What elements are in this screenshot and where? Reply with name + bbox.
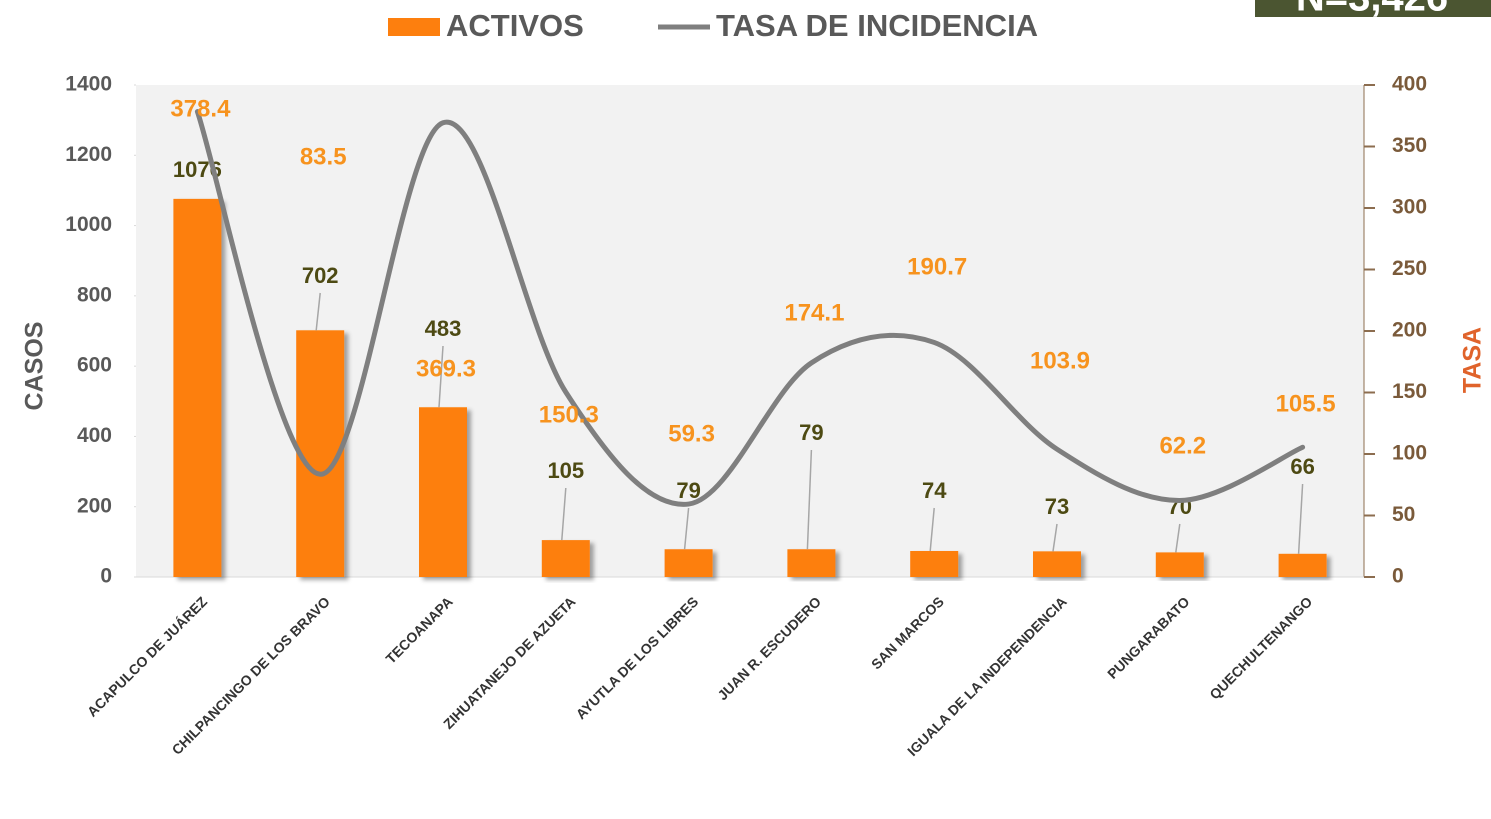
line-value-label: 190.7: [907, 253, 967, 280]
bar-value-label: 79: [676, 478, 700, 503]
line-value-label: 378.4: [170, 95, 231, 122]
line-value-label: 83.5: [300, 143, 347, 170]
y2-tick-label: 300: [1392, 196, 1427, 219]
bar: [910, 550, 959, 577]
y2-tick-label: 0: [1392, 565, 1404, 588]
bar: [1278, 553, 1327, 577]
y-tick-label: 800: [77, 283, 112, 306]
x-tick-label: PUNGARABATO: [1104, 593, 1193, 682]
y-tick-label: 1000: [65, 213, 112, 236]
x-tick-label: SAN MARCOS: [868, 593, 947, 672]
bar-value-label: 483: [425, 316, 462, 341]
bar-value-label: 79: [799, 420, 823, 445]
bar: [541, 540, 590, 577]
bar-value-label: 66: [1290, 454, 1314, 479]
y-tick-label: 1400: [65, 73, 112, 96]
y2-tick-label: 200: [1392, 319, 1427, 342]
rate-line: [194, 109, 1306, 507]
total-annotation: N=3,426: [1296, 0, 1448, 20]
leader-line: [315, 292, 321, 331]
line-value-label: 59.3: [668, 420, 715, 447]
leader-line: [929, 507, 935, 552]
leader-line: [683, 507, 690, 550]
bar-value-label: 702: [302, 263, 339, 288]
y-tick-label: 200: [77, 494, 112, 517]
leader-line: [1052, 523, 1058, 552]
bar-value-label: 73: [1045, 494, 1069, 519]
badge: [1255, 0, 1491, 17]
x-tick-label: QUECHULTENANGO: [1206, 593, 1315, 702]
line-value-label: 105.5: [1276, 390, 1336, 417]
leader-line: [561, 487, 567, 541]
y2-tick-label: 400: [1392, 73, 1427, 96]
line-value-label: 174.1: [784, 299, 844, 326]
x-tick-label: TECOANAPA: [382, 593, 455, 666]
legend-label: TASA DE INCIDENCIA: [716, 8, 1038, 43]
bar: [664, 549, 713, 577]
y2-tick-label: 150: [1392, 380, 1427, 403]
line-value-label: 369.3: [416, 355, 476, 382]
bar-value-label: 74: [922, 478, 947, 503]
leader-line: [806, 449, 813, 550]
y2-axis-title: TASA: [1459, 327, 1487, 393]
y-tick-label: 600: [77, 354, 112, 377]
y2-tick-label: 50: [1392, 503, 1415, 526]
x-tick-label: ACAPULCO DE JUÁREZ: [84, 593, 211, 720]
x-tick-label: JUAN R. ESCUDERO: [714, 593, 824, 703]
y2-tick-label: 250: [1392, 257, 1427, 280]
x-tick-label: ZIHUATANEJO DE AZUETA: [440, 593, 579, 732]
line-value-label: 62.2: [1159, 432, 1206, 459]
bar: [419, 407, 467, 577]
bar: [296, 330, 345, 577]
bar-value-label: 105: [547, 458, 584, 483]
legend-label: ACTIVOS: [446, 8, 584, 43]
legend-swatch: [388, 18, 440, 36]
x-tick-label: AYUTLA DE LOS LIBRES: [573, 593, 702, 722]
leader-line: [438, 345, 444, 408]
leader-line: [1175, 523, 1181, 553]
bar: [787, 549, 836, 577]
y2-tick-label: 350: [1392, 134, 1427, 157]
leader-line: [1297, 483, 1304, 554]
bar: [1033, 551, 1081, 577]
bar: [1155, 552, 1204, 577]
line-value-label: 150.3: [539, 401, 599, 428]
line-value-label: 103.9: [1030, 347, 1090, 374]
y-tick-label: 1200: [65, 143, 112, 166]
y-axis-title: CASOS: [21, 322, 49, 411]
bar: [173, 198, 222, 577]
y2-tick-label: 100: [1392, 442, 1427, 465]
y-tick-label: 0: [100, 565, 112, 588]
y-tick-label: 400: [77, 424, 112, 447]
